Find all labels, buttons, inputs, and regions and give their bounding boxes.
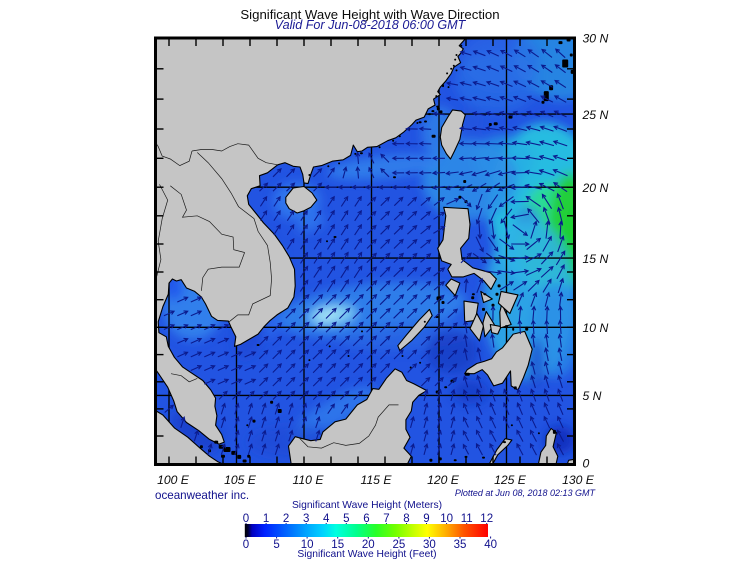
- svg-text:2: 2: [283, 513, 289, 525]
- svg-text:0: 0: [583, 457, 590, 471]
- svg-text:125 E: 125 E: [494, 473, 527, 487]
- svg-text:9: 9: [423, 513, 429, 525]
- svg-text:15: 15: [331, 539, 344, 551]
- svg-text:12: 12: [480, 513, 493, 525]
- svg-text:Significant Wave Height (Meter: Significant Wave Height (Meters): [292, 500, 442, 511]
- svg-text:10: 10: [301, 539, 314, 551]
- svg-text:100 E: 100 E: [157, 473, 190, 487]
- svg-text:7: 7: [383, 513, 389, 525]
- svg-text:8: 8: [403, 513, 409, 525]
- svg-text:3: 3: [303, 513, 309, 525]
- svg-text:130 E: 130 E: [562, 473, 595, 487]
- svg-text:25: 25: [393, 539, 406, 551]
- svg-text:20: 20: [362, 539, 375, 551]
- svg-text:Significant Wave Height (Feet): Significant Wave Height (Feet): [297, 549, 436, 560]
- svg-text:15 N: 15 N: [583, 252, 609, 266]
- svg-text:30 N: 30 N: [583, 32, 609, 46]
- svg-text:4: 4: [323, 513, 330, 525]
- svg-text:0: 0: [243, 513, 249, 525]
- svg-text:6: 6: [363, 513, 369, 525]
- svg-text:30: 30: [423, 539, 436, 551]
- svg-text:0: 0: [243, 539, 249, 551]
- svg-text:11: 11: [461, 513, 473, 525]
- svg-text:40: 40: [484, 539, 497, 551]
- svg-text:120 E: 120 E: [427, 473, 460, 487]
- svg-text:5 N: 5 N: [583, 389, 602, 403]
- svg-text:25 N: 25 N: [582, 108, 609, 122]
- svg-text:Plotted at Jun 08, 2018 02:13: Plotted at Jun 08, 2018 02:13 GMT: [455, 488, 597, 498]
- svg-text:20 N: 20 N: [582, 181, 609, 195]
- svg-text:Significant Wave Height with W: Significant Wave Height with Wave Direct…: [240, 7, 499, 22]
- svg-text:1: 1: [263, 513, 269, 525]
- svg-text:115 E: 115 E: [361, 473, 393, 487]
- svg-text:35: 35: [454, 539, 467, 551]
- svg-text:105 E: 105 E: [224, 473, 257, 487]
- svg-text:10 N: 10 N: [583, 321, 609, 335]
- svg-text:110 E: 110 E: [293, 473, 325, 487]
- svg-text:5: 5: [273, 539, 279, 551]
- svg-text:5: 5: [343, 513, 349, 525]
- svg-text:oceanweather inc.: oceanweather inc.: [155, 489, 249, 502]
- svg-text:Valid For Jun-08-2018 06:00 GM: Valid For Jun-08-2018 06:00 GMT: [275, 18, 467, 32]
- svg-text:10: 10: [440, 513, 453, 525]
